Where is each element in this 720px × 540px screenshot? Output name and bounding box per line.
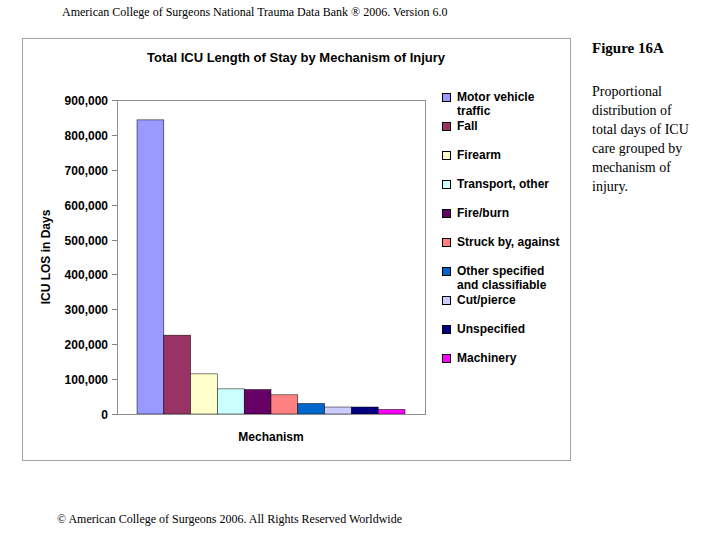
bar [271, 395, 298, 414]
legend-label: Other specified and classifiable [457, 264, 546, 292]
legend-label: Struck by, against [457, 235, 559, 249]
y-tick-label: 200,000 [65, 338, 109, 352]
legend-label: Fire/burn [457, 206, 509, 220]
bar [351, 407, 378, 414]
chart-title: Total ICU Length of Stay by Mechanism of… [147, 50, 446, 65]
plot-area [118, 101, 426, 415]
y-tick [112, 135, 117, 136]
legend-entry: Fall [442, 119, 561, 133]
y-axis-title: ICU LOS in Days [39, 209, 53, 304]
figure-label: Figure 16A [592, 40, 664, 57]
y-tick [112, 170, 117, 171]
legend-entry: Firearm [442, 148, 561, 162]
legend-swatch [442, 354, 451, 363]
bar [298, 404, 325, 414]
legend-swatch [442, 325, 451, 334]
legend-entry: Machinery [442, 351, 561, 365]
legend-swatch [442, 93, 451, 102]
y-tick-label: 800,000 [65, 129, 109, 143]
legend-swatch [442, 151, 451, 160]
bar [325, 407, 352, 414]
legend-label: Transport, other [457, 177, 549, 191]
legend-entry: Other specified and classifiable [442, 264, 561, 292]
legend-entry: Transport, other [442, 177, 561, 191]
chart: Total ICU Length of Stay by Mechanism of… [0, 0, 720, 540]
x-axis-title: Mechanism [238, 430, 303, 444]
bar [191, 374, 218, 414]
y-tick [112, 205, 117, 206]
y-tick [112, 274, 117, 275]
y-tick-label: 100,000 [65, 373, 109, 387]
legend-swatch [442, 180, 451, 189]
y-tick-label: 400,000 [65, 268, 109, 282]
y-tick-label: 500,000 [65, 234, 109, 248]
legend-swatch [442, 238, 451, 247]
y-tick-label: 300,000 [65, 303, 109, 317]
y-tick [112, 240, 117, 241]
caption: Proportional distribution of total days … [592, 82, 692, 196]
y-tick [112, 100, 117, 101]
y-tick [112, 379, 117, 380]
bar [244, 390, 271, 414]
page-header: American College of Surgeons National Tr… [62, 5, 448, 20]
chart-frame [23, 39, 571, 461]
legend-label: Fall [457, 119, 478, 133]
legend-swatch [442, 122, 451, 131]
page-footer: © American College of Surgeons 2006. All… [57, 512, 402, 527]
legend-swatch [442, 209, 451, 218]
bar [378, 409, 405, 414]
bars [137, 120, 405, 414]
legend-swatch [442, 296, 451, 305]
y-tick-label: 600,000 [65, 199, 109, 213]
legend-entry: Cut/pierce [442, 293, 561, 307]
y-tick [112, 414, 117, 415]
legend-label: Firearm [457, 148, 501, 162]
y-tick-label: 700,000 [65, 164, 109, 178]
bar [217, 389, 244, 414]
legend-label: Unspecified [457, 322, 525, 336]
legend-swatch [442, 267, 451, 276]
legend-label: Machinery [457, 351, 516, 365]
legend-entry: Struck by, against [442, 235, 561, 249]
y-tick-label: 0 [101, 408, 108, 422]
legend-entry: Fire/burn [442, 206, 561, 220]
legend-label: Motor vehicle traffic [457, 90, 534, 118]
bar [164, 335, 191, 414]
y-tick [112, 344, 117, 345]
legend-label: Cut/pierce [457, 293, 516, 307]
legend-entry: Motor vehicle traffic [442, 90, 561, 118]
y-tick [112, 309, 117, 310]
legend-entry: Unspecified [442, 322, 561, 336]
y-tick-label: 900,000 [65, 94, 109, 108]
bar [137, 120, 164, 414]
